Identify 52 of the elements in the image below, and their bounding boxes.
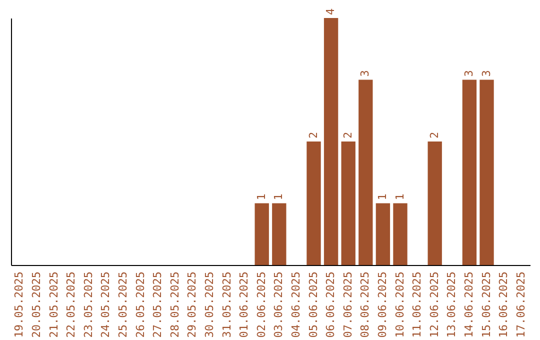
x-tick-label: 31.05.2025: [220, 272, 234, 338]
bar: [358, 80, 373, 265]
bar: [393, 203, 408, 265]
data-label: 3: [358, 70, 372, 77]
bar: [428, 142, 442, 265]
bar: [341, 142, 356, 265]
x-tick-label: 11.06.2025: [410, 272, 424, 338]
x-tick-label: 17.06.2025: [514, 272, 528, 338]
data-label: 3: [462, 70, 476, 77]
x-tick-label: 10.06.2025: [393, 272, 406, 338]
x-tick-label: 26.05.2025: [134, 272, 147, 338]
x-tick-label: 23.05.2025: [82, 272, 95, 338]
bar: [462, 80, 477, 265]
bar: [480, 80, 494, 265]
x-tick-label: 14.06.2025: [462, 272, 476, 338]
x-tick-label: 15.06.2025: [480, 272, 493, 338]
x-tick-label: 20.05.2025: [30, 272, 43, 338]
x-tick-label: 05.06.2025: [306, 272, 320, 338]
x-tick-label: 29.05.2025: [186, 272, 199, 338]
bar: [306, 142, 321, 265]
x-tick-label: 28.05.2025: [168, 272, 182, 338]
x-tick-label: 24.05.2025: [99, 272, 112, 338]
x-tick-label: 13.06.2025: [445, 272, 458, 338]
bar: [324, 18, 338, 265]
data-label: 4: [324, 8, 338, 15]
x-tick-label: 08.06.2025: [358, 272, 372, 338]
data-label: 1: [393, 194, 406, 200]
x-tick-label: 25.05.2025: [116, 272, 130, 338]
data-label: 2: [306, 132, 320, 138]
x-tick-label: 09.06.2025: [376, 272, 389, 338]
bar: [376, 203, 390, 265]
data-label: 1: [272, 194, 286, 200]
x-tick-label: 01.06.2025: [238, 272, 251, 338]
data-label: 1: [376, 194, 389, 200]
x-tick-label: 30.05.2025: [202, 272, 216, 338]
data-label: 2: [428, 132, 441, 138]
data-label: 2: [341, 132, 354, 138]
data-label: 3: [480, 70, 493, 77]
x-tick-label: 27.05.2025: [151, 272, 164, 338]
x-tick-label: 19.05.2025: [12, 272, 26, 338]
x-tick-label: 02.06.2025: [254, 272, 268, 338]
x-tick-label: 04.06.2025: [289, 272, 302, 338]
x-tick-label: 06.06.2025: [324, 272, 338, 338]
x-tick-label: 22.05.2025: [64, 272, 78, 338]
x-tick-label: 12.06.2025: [428, 272, 441, 338]
x-tick-label: 21.05.2025: [47, 272, 60, 338]
x-tick-label: 16.06.2025: [497, 272, 510, 338]
data-label: 1: [254, 194, 268, 200]
x-tick-label: 03.06.2025: [272, 272, 286, 338]
bar: [254, 203, 269, 265]
bar: [272, 203, 286, 265]
x-tick-label: 07.06.2025: [341, 272, 354, 338]
